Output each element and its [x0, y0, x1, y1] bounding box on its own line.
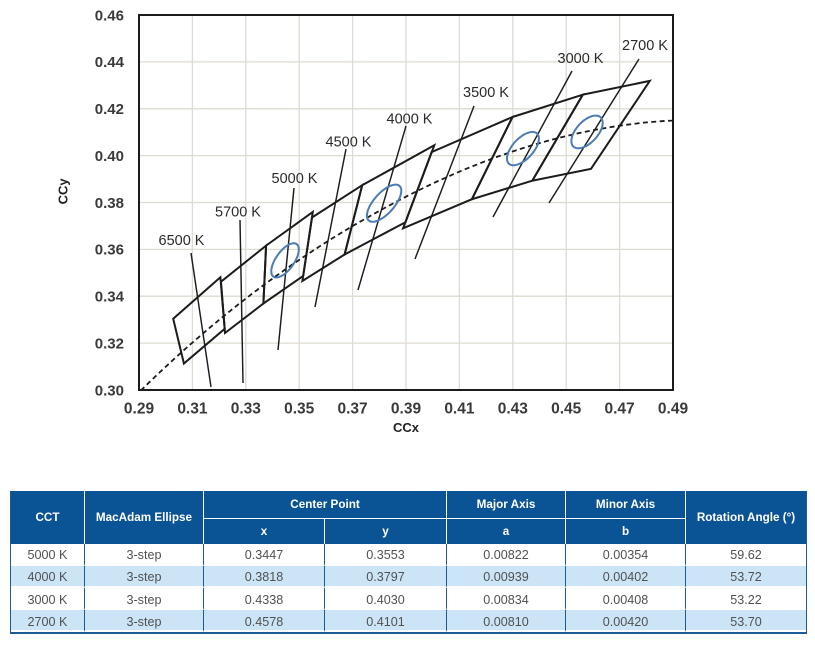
- svg-text:0.43: 0.43: [498, 401, 529, 418]
- svg-text:5000 K: 5000 K: [272, 171, 318, 187]
- svg-text:4500 K: 4500 K: [326, 135, 372, 151]
- svg-text:CCy: CCy: [55, 178, 70, 205]
- svg-text:0.39: 0.39: [391, 401, 422, 418]
- svg-text:0.44: 0.44: [95, 54, 125, 71]
- svg-text:2700 K: 2700 K: [622, 38, 668, 54]
- svg-text:0.31: 0.31: [177, 401, 208, 418]
- svg-text:0.46: 0.46: [95, 7, 124, 24]
- svg-text:5700 K: 5700 K: [215, 205, 261, 221]
- svg-text:0.30: 0.30: [95, 382, 124, 399]
- svg-text:0.40: 0.40: [95, 148, 124, 165]
- svg-text:0.36: 0.36: [95, 242, 124, 259]
- svg-text:3000 K: 3000 K: [558, 51, 604, 67]
- svg-text:0.32: 0.32: [95, 335, 124, 352]
- svg-text:0.38: 0.38: [95, 195, 124, 212]
- svg-text:0.47: 0.47: [605, 401, 635, 418]
- svg-text:0.45: 0.45: [551, 401, 582, 418]
- svg-text:CCx: CCx: [393, 420, 420, 435]
- svg-text:6500 K: 6500 K: [159, 233, 205, 249]
- svg-text:4000 K: 4000 K: [387, 112, 433, 128]
- svg-text:0.33: 0.33: [231, 401, 262, 418]
- svg-text:0.35: 0.35: [284, 401, 315, 418]
- svg-text:0.41: 0.41: [444, 401, 475, 418]
- svg-text:0.29: 0.29: [124, 401, 155, 418]
- svg-text:0.42: 0.42: [95, 101, 124, 118]
- svg-text:0.37: 0.37: [338, 401, 368, 418]
- svg-text:0.34: 0.34: [95, 289, 125, 306]
- svg-text:0.49: 0.49: [658, 401, 689, 418]
- svg-text:3500 K: 3500 K: [463, 85, 509, 101]
